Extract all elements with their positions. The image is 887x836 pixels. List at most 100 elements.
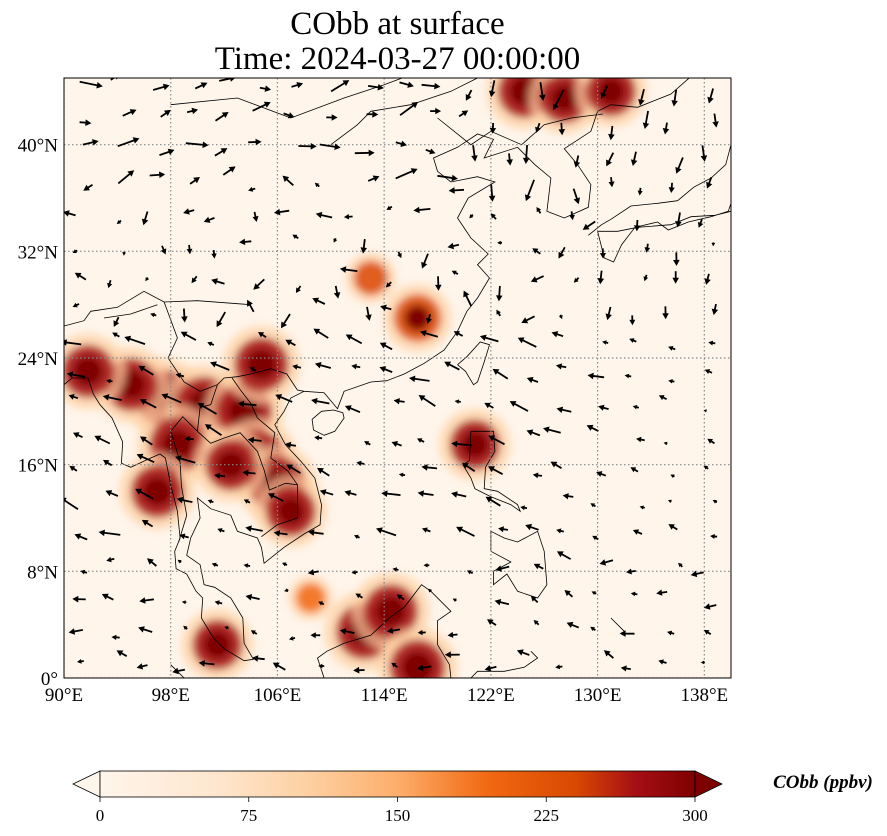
wind-arrow xyxy=(624,373,632,379)
wind-arrow xyxy=(598,404,609,411)
wind-arrow xyxy=(517,337,537,348)
wind-arrow xyxy=(608,125,615,141)
colorbar-gradient xyxy=(99,770,696,798)
coastline xyxy=(490,530,548,599)
wind-arrow xyxy=(314,182,320,188)
wind-arrow xyxy=(385,281,392,288)
wind-arrow xyxy=(292,364,302,370)
wind-arrow xyxy=(180,331,197,341)
wind-arrow xyxy=(462,462,476,472)
wind-arrow xyxy=(116,650,128,657)
wind-arrow xyxy=(447,631,458,638)
wind-arrow xyxy=(313,328,329,339)
coastline xyxy=(437,113,603,146)
wind-arrow xyxy=(399,81,414,88)
wind-arrow xyxy=(214,148,228,157)
wind-arrow xyxy=(298,143,317,150)
wind-arrow xyxy=(558,122,566,136)
wind-arrow xyxy=(572,188,580,205)
wind-arrow xyxy=(586,424,599,432)
wind-arrow xyxy=(242,469,256,477)
wind-arrow xyxy=(74,533,88,541)
wind-arrow xyxy=(591,591,597,595)
wind-arrow xyxy=(82,139,99,146)
wind-arrow xyxy=(339,266,358,273)
wind-arrow xyxy=(710,534,718,539)
wind-arrow xyxy=(386,627,401,634)
wind-arrow xyxy=(139,399,157,409)
wind-arrow xyxy=(496,309,501,317)
wind-arrow xyxy=(425,148,436,155)
wind-arrow xyxy=(315,211,333,219)
map-frame xyxy=(63,77,732,679)
wind-arrow xyxy=(310,632,321,639)
wind-arrow xyxy=(152,83,170,91)
lat-tick-label: 16°N xyxy=(18,456,59,477)
wind-arrow xyxy=(596,471,607,477)
wind-arrow xyxy=(437,174,458,182)
wind-arrow xyxy=(103,459,113,467)
wind-arrow xyxy=(106,378,113,384)
wind-arrow xyxy=(161,393,182,404)
wind-arrow xyxy=(551,331,564,338)
wind-arrow xyxy=(663,441,668,446)
wind-arrow xyxy=(520,505,528,511)
map-title-line1: CObb at surface xyxy=(290,6,505,42)
wind-arrow xyxy=(318,663,325,669)
wind-arrow xyxy=(216,311,226,328)
wind-arrow xyxy=(64,497,79,510)
wind-arrow xyxy=(249,367,257,372)
wind-arrow xyxy=(283,112,295,119)
wind-arrow xyxy=(667,630,675,636)
wind-arrow xyxy=(675,157,684,174)
wind-arrow xyxy=(600,85,609,99)
wind-arrow xyxy=(678,562,683,568)
wind-arrow xyxy=(247,299,255,313)
coastline xyxy=(170,78,404,119)
wind-arrow xyxy=(539,82,546,101)
wind-arrow xyxy=(318,601,325,606)
wind-arrow xyxy=(124,335,146,345)
wind-arrow xyxy=(289,636,296,641)
wind-arrow xyxy=(275,394,293,403)
wind-arrow xyxy=(566,621,580,629)
wind-arrow xyxy=(393,398,405,405)
wind-arrow xyxy=(181,308,188,323)
wind-arrow xyxy=(282,562,288,567)
coastline xyxy=(64,377,322,662)
hotspot xyxy=(574,78,647,128)
wind-arrow xyxy=(533,563,544,570)
wind-arrow xyxy=(526,376,539,384)
hotspot xyxy=(345,253,396,303)
wind-arrow xyxy=(79,119,92,126)
coastline xyxy=(462,430,522,513)
wind-arrow xyxy=(351,570,358,575)
wind-arrow xyxy=(671,89,678,107)
wind-arrow xyxy=(74,272,87,281)
wind-arrow xyxy=(506,153,513,166)
wind-arrow xyxy=(243,563,251,568)
wind-arrow xyxy=(630,151,638,166)
wind-arrow xyxy=(64,339,82,346)
wind-arrow xyxy=(117,170,135,185)
hotspot xyxy=(181,608,254,678)
wind-arrow xyxy=(636,436,645,443)
wind-arrow xyxy=(247,436,262,444)
wind-arrow xyxy=(258,332,267,338)
hotspot xyxy=(383,284,452,352)
wind-arrow xyxy=(243,499,251,504)
wind-arrow xyxy=(555,363,567,370)
wind-arrow xyxy=(344,490,357,497)
wind-arrow xyxy=(454,399,461,404)
wind-arrow xyxy=(417,629,426,636)
wind-arrow xyxy=(207,341,215,347)
wind-arrow xyxy=(150,312,157,318)
wind-arrow xyxy=(494,599,510,606)
wind-arrow xyxy=(172,667,186,675)
wind-arrow xyxy=(465,89,473,101)
wind-arrow xyxy=(282,175,294,186)
wind-arrow xyxy=(330,80,350,93)
wind-arrow xyxy=(399,101,419,116)
wind-arrow xyxy=(259,85,272,92)
hotspot xyxy=(438,408,511,481)
